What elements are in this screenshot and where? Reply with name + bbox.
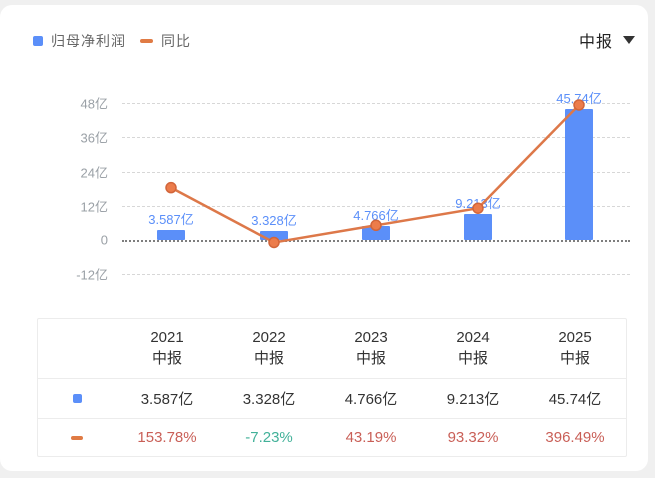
bar-2025中报[interactable] [565, 109, 593, 240]
chart-data-table: 2021 中报 2022 中报 2023 中报 2024 中报 2025 中报 3.587亿 3.32… [37, 318, 627, 457]
y-axis-tick: 36亿 [80, 130, 108, 146]
header-period: 中报 [457, 349, 488, 367]
line-series-swatch-icon [140, 39, 153, 43]
chart-legend: 归母净利润 同比 [33, 30, 191, 52]
blue-square-icon [72, 394, 82, 403]
table-cell-归母净利润-2022: 3.328亿 [218, 378, 320, 418]
line-point-2023中报[interactable] [370, 219, 382, 232]
caret-down-icon [623, 36, 635, 44]
header-period: 中报 [151, 349, 182, 367]
table-corner-cell [38, 319, 116, 378]
header-year: 2024 [456, 329, 490, 347]
bar-value-label: 3.587亿 [148, 211, 194, 227]
y-axis-tick: 0 [100, 232, 108, 248]
line-point-2024中报[interactable] [472, 202, 484, 214]
y-axis-tick: -12亿 [76, 267, 108, 283]
table-cell-归母净利润-2025: 45.74亿 [524, 378, 626, 418]
table-header-2022: 2022 中报 [218, 319, 320, 378]
table-header-2024: 2024 中报 [422, 319, 524, 378]
period-dropdown-label: 中报 [578, 34, 613, 51]
header-year: 2021 [150, 329, 184, 347]
gridline [122, 274, 630, 276]
header-period: 中报 [355, 349, 386, 367]
line-point-2022中报[interactable] [268, 236, 280, 249]
header-period: 中报 [253, 349, 284, 367]
table-row-swatch-line [38, 418, 116, 456]
bar-value-label: 45.74亿 [556, 91, 602, 107]
table-cell-同比-2022: -7.23% [218, 418, 320, 456]
header-year: 2025 [558, 329, 592, 347]
zero-gridline [122, 240, 630, 242]
bar-value-label: 3.328亿 [251, 212, 297, 228]
gridline [122, 103, 630, 104]
table-header-2021: 2021 中报 [116, 319, 218, 378]
table-header-2023: 2023 中报 [320, 319, 422, 378]
table-header-2025: 2025 中报 [524, 319, 626, 378]
table-cell-归母净利润-2023: 4.766亿 [320, 378, 422, 418]
gridline [122, 137, 630, 139]
legend-label-net-profit: 归母净利润 [51, 33, 126, 49]
y-axis-tick: 24亿 [80, 165, 108, 180]
header-year: 2023 [354, 329, 388, 347]
y-axis-tick: 12亿 [80, 199, 108, 215]
bar-2021中报[interactable] [157, 229, 185, 240]
table-cell-同比-2021: 153.78% [116, 418, 218, 456]
legend-item-net-profit[interactable]: 归母净利润 [33, 31, 126, 51]
bar-2024中报[interactable] [464, 213, 492, 240]
table-cell-归母净利润-2024: 9.213亿 [422, 378, 524, 418]
table-cell-同比-2023: 43.19% [320, 418, 422, 456]
period-dropdown[interactable]: 中报 [579, 28, 635, 52]
line-point-2025中报[interactable] [573, 99, 585, 111]
table-cell-同比-2025: 396.49% [524, 418, 626, 456]
table-cell-同比-2024: 93.32% [422, 418, 524, 456]
table-cell-归母净利润-2021: 3.587亿 [116, 378, 218, 418]
legend-label-yoy: 同比 [161, 33, 191, 49]
orange-dash-icon [71, 435, 83, 440]
bar-series-swatch-icon [33, 36, 43, 46]
y-axis-tick: 48亿 [80, 96, 108, 112]
line-point-2021中报[interactable] [165, 181, 177, 194]
gridline [122, 171, 630, 173]
legend-item-yoy[interactable]: 同比 [140, 31, 191, 51]
table-row-swatch-bar [38, 378, 116, 418]
header-year: 2022 [252, 329, 286, 347]
header-period: 中报 [559, 349, 590, 367]
